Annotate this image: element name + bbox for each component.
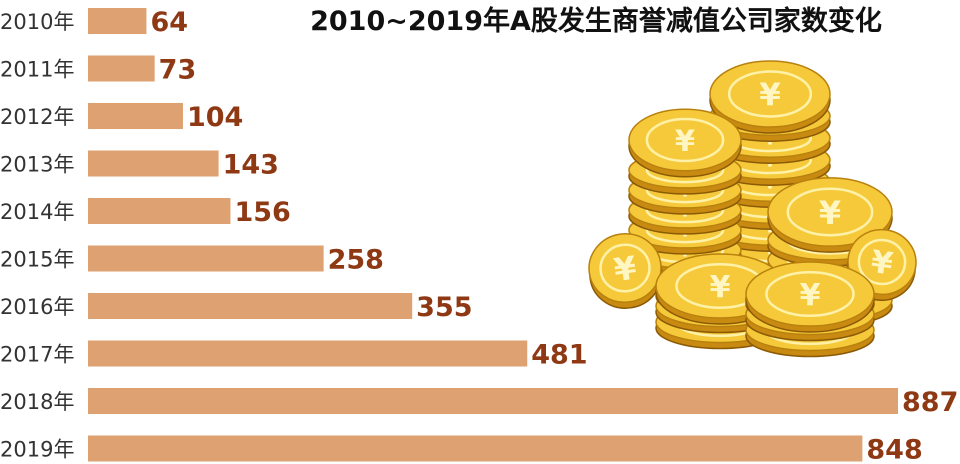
yen-symbol: ¥: [819, 194, 841, 232]
value-label: 848: [866, 435, 922, 464]
category-label: 2011年: [0, 58, 74, 82]
bar: [88, 435, 863, 462]
yen-symbol: ¥: [710, 270, 731, 305]
value-label: 73: [159, 55, 197, 86]
bar: [88, 388, 898, 414]
value-label: 64: [150, 7, 188, 38]
category-label: 2019年: [0, 438, 74, 462]
bar: [88, 8, 147, 34]
bar: [88, 340, 528, 367]
bar: [88, 103, 183, 129]
category-label: 2010年: [0, 10, 74, 34]
value-label: 258: [328, 245, 384, 276]
bar: [88, 55, 155, 82]
yen-symbol: ¥: [675, 124, 695, 158]
chart-title: 2010~2019年A股发生商誉减值公司家数变化: [310, 5, 882, 37]
value-label: 104: [187, 102, 243, 133]
category-label: 2012年: [0, 105, 74, 129]
category-label: 2016年: [0, 295, 74, 319]
gold-coin-icon: ¥: [745, 261, 875, 333]
gold-coin-icon: ¥: [588, 233, 663, 309]
yen-symbol: ¥: [759, 78, 781, 114]
yen-symbol: ¥: [800, 278, 821, 313]
value-label: 355: [416, 292, 472, 323]
gold-coin-icon: ¥: [709, 60, 831, 134]
bar: [88, 293, 413, 319]
gold-coin-icon: ¥: [628, 108, 742, 178]
category-label: 2014年: [0, 200, 74, 224]
bars-group: 2010年 64 2011年 73 2012年 104 2013年 143 2014年 156 20…: [0, 7, 958, 464]
value-label: 143: [223, 150, 279, 181]
category-label: 2018年: [0, 390, 74, 414]
bar: [88, 198, 231, 224]
yen-symbol: ¥: [611, 249, 638, 290]
gold-coins-illustration: ¥¥¥¥¥¥¥¥¥¥¥¥¥¥¥¥¥¥¥¥¥¥¥¥¥¥¥¥¥¥: [588, 60, 917, 358]
value-label: 887: [902, 387, 958, 418]
value-label: 156: [234, 197, 290, 228]
value-label: 481: [531, 340, 587, 371]
category-label: 2013年: [0, 153, 74, 177]
gold-coin-icon: ¥: [767, 177, 893, 253]
category-label: 2015年: [0, 248, 74, 272]
bar: [88, 245, 324, 272]
bar: [88, 150, 219, 177]
category-label: 2017年: [0, 343, 74, 367]
